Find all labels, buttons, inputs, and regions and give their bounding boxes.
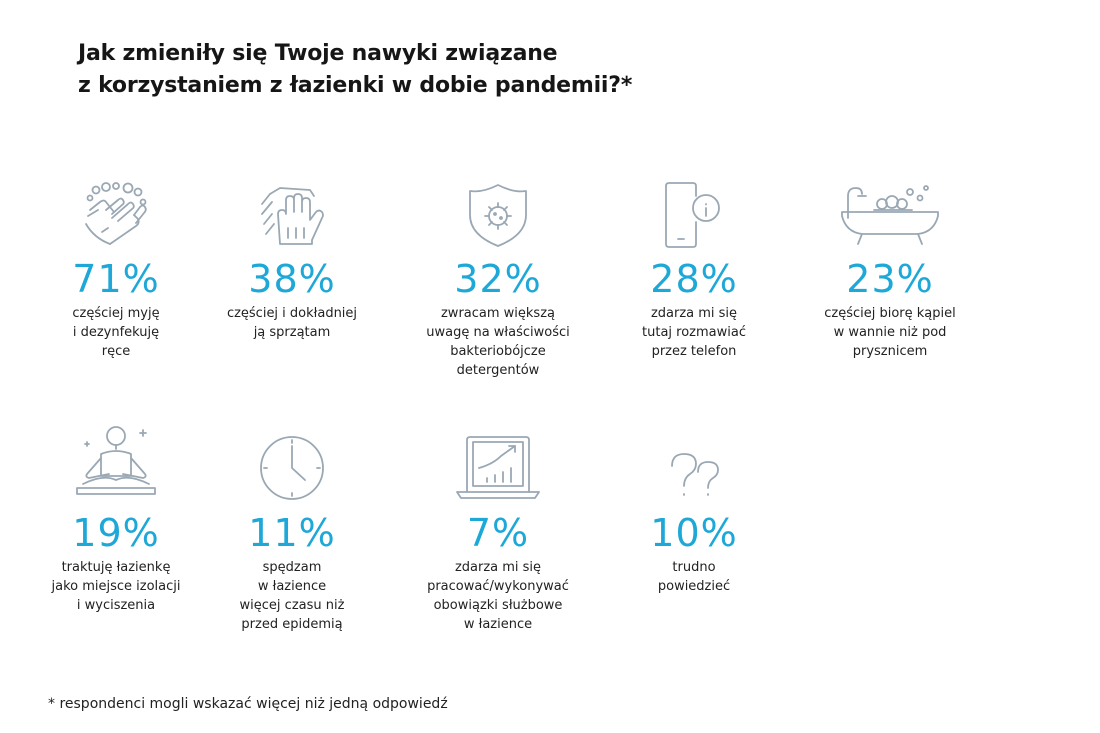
meditation-icon	[26, 426, 206, 502]
stat-item: 11% spędzam w łazience więcej czasu niż …	[202, 432, 382, 634]
stat-label: częściej biorę kąpiel w wannie niż pod p…	[824, 306, 956, 359]
stat-label: spędzam w łazience więcej czasu niż prze…	[239, 560, 345, 632]
stat-item: 7% zdarza mi się pracować/wykonywać obow…	[408, 432, 588, 634]
stat-label: zwracam większą uwagę na właściwości bak…	[426, 306, 570, 378]
stat-item: 10% trudno powiedzieć	[604, 432, 784, 596]
stat-value: 10%	[650, 511, 738, 555]
stat-label: zdarza mi się tutaj rozmawiać przez tele…	[642, 306, 746, 359]
stat-item: 32% zwracam większą uwagę na właściwości…	[408, 178, 588, 380]
stat-value: 71%	[72, 257, 160, 301]
stat-value: 38%	[248, 257, 336, 301]
stat-value: 19%	[72, 511, 160, 555]
stat-item: 19% traktuję łazienkę jako miejsce izola…	[26, 426, 206, 615]
stat-item: 38% częściej i dokładniej ją sprzątam	[202, 178, 382, 342]
phone-icon	[604, 178, 784, 248]
stat-value: 32%	[454, 257, 542, 301]
virus-shield-icon	[408, 178, 588, 248]
stat-value: 23%	[846, 257, 934, 301]
stat-value: 11%	[248, 511, 336, 555]
stat-value: 7%	[466, 511, 530, 555]
hand-washing-icon	[26, 178, 206, 248]
question-marks-icon	[604, 432, 784, 502]
laptop-chart-icon	[408, 432, 588, 502]
bathtub-icon	[800, 178, 980, 248]
stat-value: 28%	[650, 257, 738, 301]
title-line-1: Jak zmieniły się Twoje nawyki związane	[78, 41, 558, 66]
stat-item: 71% częściej myję i dezynfekuję ręce	[26, 178, 206, 361]
stat-label: częściej i dokładniej ją sprzątam	[226, 306, 358, 340]
stat-label: traktuję łazienkę jako miejsce izolacji …	[51, 560, 181, 613]
footnote: * respondenci mogli wskazać więcej niż j…	[48, 696, 448, 712]
stat-item: 28% zdarza mi się tutaj rozmawiać przez …	[604, 178, 784, 361]
title-line-2: z korzystaniem z łazienki w dobie pandem…	[78, 73, 633, 98]
stat-label: zdarza mi się pracować/wykonywać obowiąz…	[427, 560, 569, 632]
clock-icon	[202, 432, 382, 502]
cleaning-glove-icon	[202, 178, 382, 248]
chart-title: Jak zmieniły się Twoje nawyki związane z…	[78, 38, 632, 102]
stat-label: trudno powiedzieć	[657, 560, 731, 594]
stat-item: 23% częściej biorę kąpiel w wannie niż p…	[800, 178, 980, 361]
stat-label: częściej myję i dezynfekuję ręce	[72, 306, 160, 359]
